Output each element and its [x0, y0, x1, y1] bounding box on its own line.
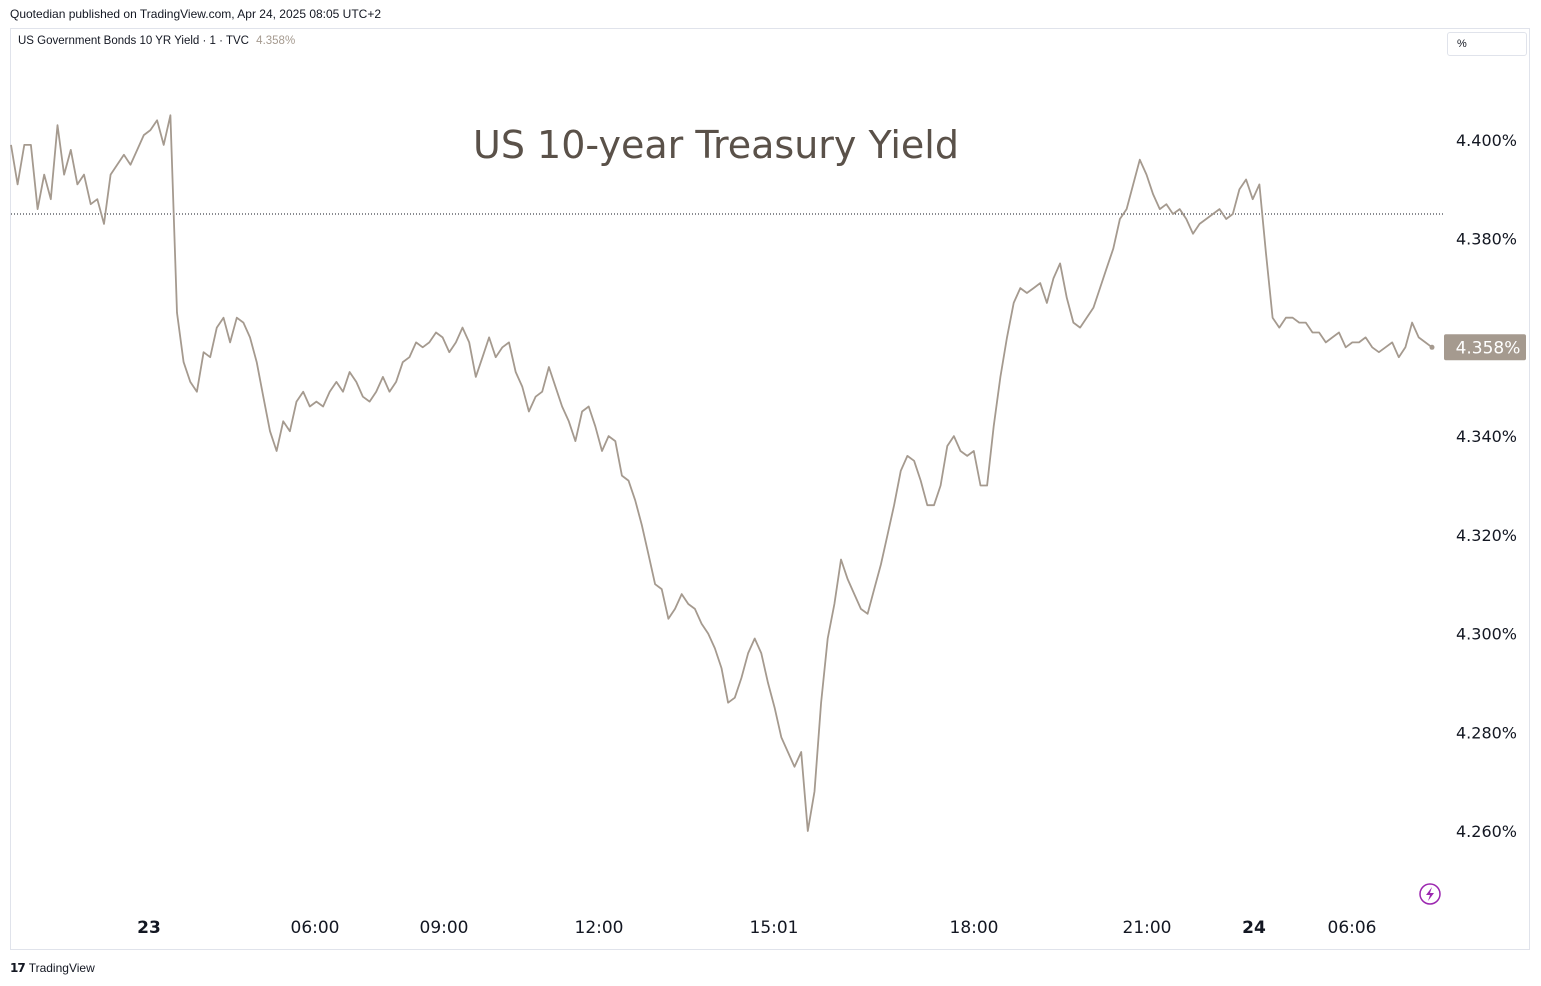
y-tick-label: 4.320% — [1456, 526, 1517, 545]
legend-price: 4.358% — [256, 35, 296, 47]
alert-icon[interactable] — [1419, 883, 1441, 905]
x-tick-label: 24 — [1242, 918, 1266, 938]
footer-brand[interactable]: 17 TradingView — [10, 961, 95, 975]
brand-name: TradingView — [28, 961, 95, 975]
y-tick-label: 4.280% — [1456, 723, 1517, 742]
last-point-marker — [1429, 344, 1435, 350]
price-scale-unit-button[interactable]: % — [1447, 32, 1527, 56]
time-axis[interactable]: 23 06:00 09:00 12:00 15:01 18:00 21:00 24 06:06 — [137, 918, 1376, 938]
symbol-legend-text: US Government Bonds 10 YR Yield · 1 · TV… — [18, 35, 249, 47]
x-tick-label: 09:00 — [420, 918, 469, 938]
price-axis[interactable]: 4.400% 4.380% 4.340% 4.320% 4.300% 4.280% 4.26… — [1456, 131, 1517, 841]
chart-title: US 10-year Treasury Yield — [473, 123, 959, 167]
tradingview-logo-icon: 17 — [10, 961, 26, 975]
x-tick-label: 21:00 — [1123, 918, 1172, 938]
last-price-badge: 4.358% — [1444, 334, 1526, 361]
y-tick-label: 4.260% — [1456, 822, 1517, 841]
y-tick-label: 4.380% — [1456, 230, 1517, 249]
x-tick-label: 15:01 — [750, 918, 799, 938]
symbol-legend[interactable]: US Government Bonds 10 YR Yield · 1 · TV… — [18, 35, 295, 47]
y-tick-label: 4.400% — [1456, 131, 1517, 150]
y-tick-label: 4.340% — [1456, 427, 1517, 446]
published-info: Quotedian published on TradingView.com, … — [10, 7, 382, 21]
x-tick-label: 06:06 — [1328, 918, 1377, 938]
x-tick-label: 23 — [137, 918, 161, 938]
last-price-label: 4.358% — [1456, 338, 1521, 358]
chart-pane[interactable] — [10, 28, 1530, 950]
x-tick-label: 06:00 — [291, 918, 340, 938]
x-tick-label: 18:00 — [950, 918, 999, 938]
yield-series-line — [10, 114, 1433, 832]
x-tick-label: 12:00 — [575, 918, 624, 938]
y-tick-label: 4.300% — [1456, 625, 1517, 644]
